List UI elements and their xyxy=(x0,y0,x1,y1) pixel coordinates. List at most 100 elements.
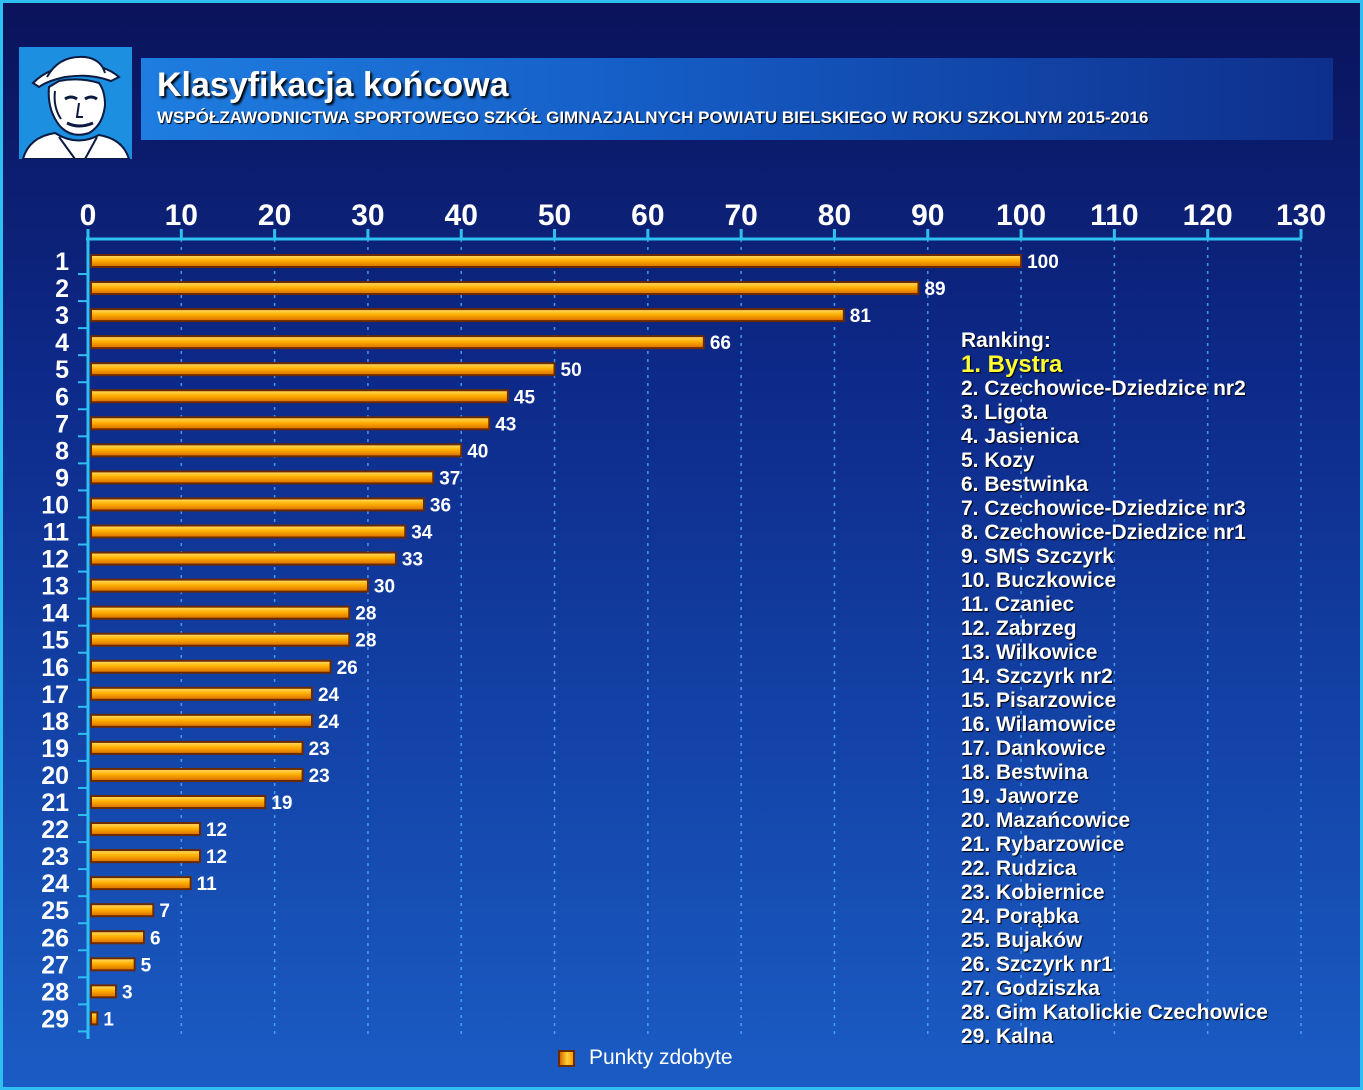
value-label: 12 xyxy=(206,820,227,841)
category-label: 13 xyxy=(41,573,69,601)
ranking-item: 6. Bestwinka xyxy=(961,473,1351,497)
legend-label: Punkty zdobyte xyxy=(589,1046,733,1070)
category-label: 1 xyxy=(55,248,69,276)
bar xyxy=(91,742,303,754)
bar xyxy=(91,823,200,835)
x-tick-label: 70 xyxy=(724,199,757,232)
chart-frame: Klasyfikacja końcowa WSPÓŁZAWODNICTWA SP… xyxy=(0,0,1363,1090)
value-label: 19 xyxy=(271,793,292,814)
value-label: 5 xyxy=(141,955,152,976)
category-label: 4 xyxy=(55,329,69,357)
value-label: 6 xyxy=(150,928,161,949)
bar xyxy=(91,309,844,321)
bar xyxy=(91,796,265,808)
bar xyxy=(91,336,704,348)
category-label: 2 xyxy=(55,275,69,303)
value-label: 45 xyxy=(514,387,536,408)
bar xyxy=(91,1012,97,1024)
value-label: 1 xyxy=(103,1009,114,1030)
x-tick-label: 110 xyxy=(1090,199,1138,232)
value-label: 28 xyxy=(355,604,376,625)
category-label: 22 xyxy=(41,816,69,844)
ranking-item: 17. Dankowice xyxy=(961,737,1351,761)
ranking-item: 23. Kobiernice xyxy=(961,881,1351,905)
value-label: 23 xyxy=(309,739,330,760)
category-label: 29 xyxy=(41,1005,69,1033)
category-label: 14 xyxy=(41,600,69,628)
category-label: 3 xyxy=(55,302,69,330)
value-label: 3 xyxy=(122,982,133,1003)
ranking-item: 3. Ligota xyxy=(961,401,1351,425)
value-label: 23 xyxy=(309,766,330,787)
ranking-item: 27. Godziszka xyxy=(961,977,1351,1001)
category-label: 27 xyxy=(41,951,69,979)
value-label: 11 xyxy=(197,874,218,895)
category-label: 15 xyxy=(41,627,69,655)
value-label: 33 xyxy=(402,550,423,571)
x-tick-label: 50 xyxy=(538,199,571,232)
ranking-list: Ranking: 1. Bystra2. Czechowice-Dziedzic… xyxy=(961,329,1351,1049)
x-tick-label: 60 xyxy=(631,199,664,232)
bar xyxy=(91,850,200,862)
bar xyxy=(91,607,349,619)
category-label: 26 xyxy=(41,924,69,952)
bar xyxy=(91,985,116,997)
x-tick-label: 10 xyxy=(165,199,198,232)
bar xyxy=(91,390,508,402)
value-label: 30 xyxy=(374,577,395,598)
bar xyxy=(91,958,135,970)
ranking-item: 19. Jaworze xyxy=(961,785,1351,809)
category-label: 9 xyxy=(55,464,69,492)
bar xyxy=(91,255,1021,267)
x-tick-label: 90 xyxy=(911,199,944,232)
ranking-items: 1. Bystra2. Czechowice-Dziedzice nr23. L… xyxy=(961,353,1351,1049)
value-label: 34 xyxy=(411,523,433,544)
value-label: 36 xyxy=(430,495,451,516)
value-label: 28 xyxy=(355,631,376,652)
category-label: 20 xyxy=(41,762,69,790)
value-label: 37 xyxy=(439,468,460,489)
bar xyxy=(91,580,368,592)
bar xyxy=(91,661,331,673)
ranking-item: 2. Czechowice-Dziedzice nr2 xyxy=(961,377,1351,401)
ranking-item: 5. Kozy xyxy=(961,449,1351,473)
legend: Punkty zdobyte xyxy=(558,1046,733,1070)
category-label: 16 xyxy=(41,654,69,682)
category-label: 8 xyxy=(55,437,69,465)
category-label: 6 xyxy=(55,383,69,411)
legend-swatch xyxy=(558,1050,575,1067)
category-label: 12 xyxy=(41,546,69,574)
bar xyxy=(91,363,555,375)
bar xyxy=(91,417,489,429)
value-label: 43 xyxy=(495,414,516,435)
ranking-item: 21. Rybarzowice xyxy=(961,833,1351,857)
category-label: 24 xyxy=(41,870,69,898)
bar xyxy=(91,769,303,781)
value-label: 7 xyxy=(159,901,170,922)
x-tick-label: 0 xyxy=(80,199,97,232)
ranking-item: 24. Porąbka xyxy=(961,905,1351,929)
category-label: 21 xyxy=(41,789,69,817)
ranking-item: 11. Czaniec xyxy=(961,593,1351,617)
x-tick-label: 20 xyxy=(258,199,291,232)
category-label: 19 xyxy=(41,735,69,763)
value-label: 40 xyxy=(467,441,488,462)
bar xyxy=(91,553,396,565)
value-label: 100 xyxy=(1027,252,1059,273)
ranking-item: 26. Szczyrk nr1 xyxy=(961,953,1351,977)
category-label: 5 xyxy=(55,356,69,384)
ranking-item: 16. Wilamowice xyxy=(961,713,1351,737)
x-tick-label: 130 xyxy=(1276,199,1326,232)
x-tick-label: 100 xyxy=(996,199,1046,232)
ranking-item: 14. Szczyrk nr2 xyxy=(961,665,1351,689)
bar xyxy=(91,688,312,700)
ranking-item: 29. Kalna xyxy=(961,1025,1351,1049)
ranking-item: 22. Rudzica xyxy=(961,857,1351,881)
ranking-item: 13. Wilkowice xyxy=(961,641,1351,665)
ranking-item: 25. Bujaków xyxy=(961,929,1351,953)
category-label: 23 xyxy=(41,843,69,871)
category-label: 28 xyxy=(41,978,69,1006)
ranking-item: 18. Bestwina xyxy=(961,761,1351,785)
value-label: 26 xyxy=(337,658,358,679)
ranking-item: 1. Bystra xyxy=(961,353,1351,377)
